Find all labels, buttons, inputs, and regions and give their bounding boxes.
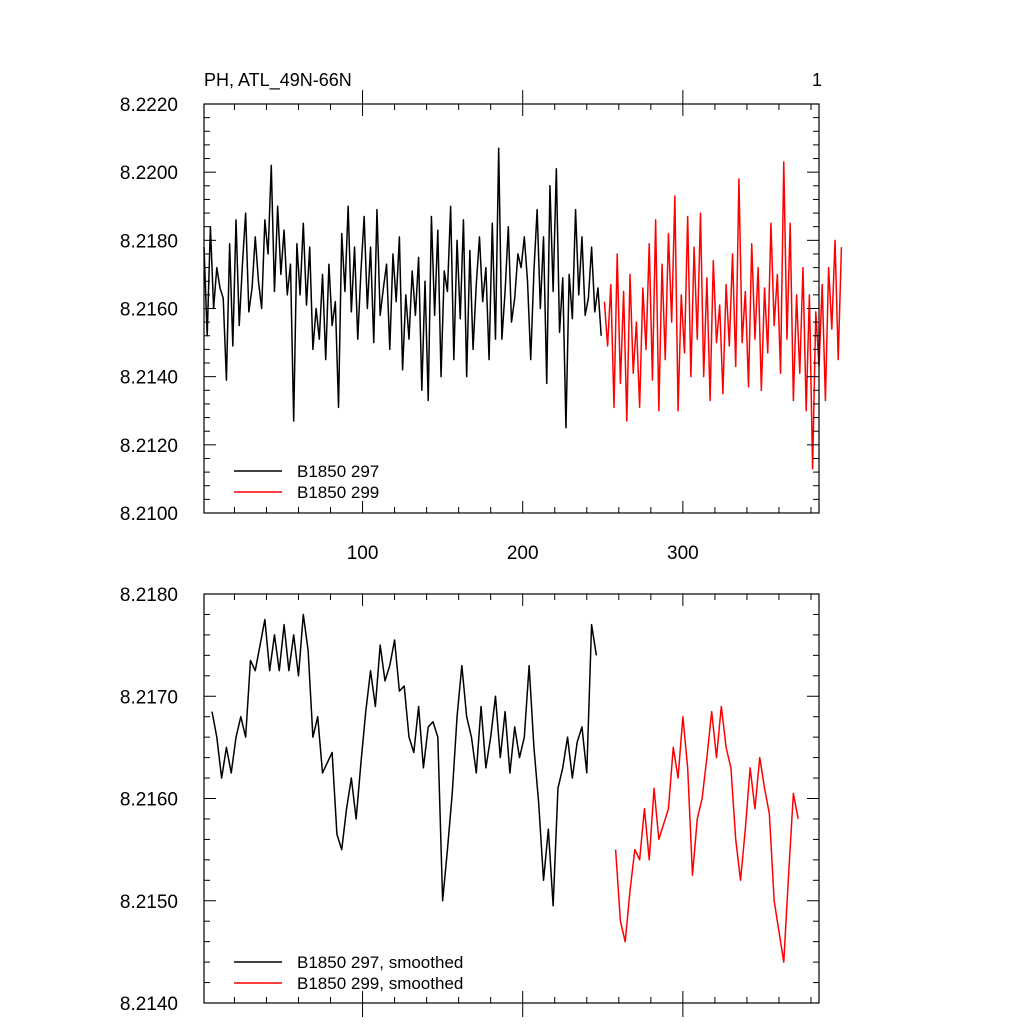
top-y-tick-label: 8.2140 (120, 368, 178, 389)
top-y-tick-label: 8.2120 (120, 436, 178, 457)
bottom-axis-ticks (204, 593, 819, 1017)
legend-label-b1850-299: B1850 299 (297, 483, 379, 502)
top-x-tick-label: 100 (347, 543, 379, 564)
top-panel: PH, ATL_49N-66N 1 8.21008.21208.21408.21… (120, 70, 843, 564)
bottom-legend: B1850 297, smoothed B1850 299, smoothed (234, 953, 463, 993)
top-y-tick-label: 8.2220 (120, 95, 178, 116)
top-y-tick-label: 8.2180 (120, 231, 178, 252)
top-x-tick-label: 200 (507, 543, 539, 564)
bottom-panel: 8.2140 8.2150 8.2160 8.2170 8.2180 B1850 297… (120, 585, 820, 1017)
top-y-axis-labels: 8.2100 8.2120 8.2140 8.2160 8.2180 8.2200 8.22… (120, 95, 178, 525)
top-y-tick-label: 8.2160 (120, 300, 178, 321)
bottom-y-axis-labels: 8.2140 8.2150 8.2160 8.2170 8.2180 (120, 585, 178, 1015)
top-legend: B1850 297 B1850 299 (234, 462, 379, 502)
bottom-plot-frame (203, 593, 820, 1004)
top-y-tick-label: 8.2100 (120, 504, 178, 525)
bottom-series-line-1 (211, 613, 598, 907)
bottom-y-tick-label: 8.2140 (120, 994, 178, 1015)
bottom-y-tick-label: 8.2160 (120, 790, 178, 811)
top-plot-area (203, 147, 843, 470)
bottom-y-tick-label: 8.2170 (120, 687, 178, 708)
top-y-tick-label: 8.2200 (120, 163, 178, 184)
legend-label-b1850-299-smoothed: B1850 299, smoothed (297, 974, 463, 993)
legend-label-b1850-297-smoothed: B1850 297, smoothed (297, 953, 463, 972)
bottom-y-tick-label: 8.2150 (120, 892, 178, 913)
top-plot-frame (203, 103, 820, 514)
bottom-y-tick-label: 8.2180 (120, 585, 178, 606)
top-series-line-1 (203, 147, 602, 429)
top-series-line-2 (603, 161, 843, 470)
bottom-series-line-2 (614, 705, 799, 963)
top-x-tick-label: 300 (667, 543, 699, 564)
top-x-axis-labels: 100 200 300 (347, 543, 699, 564)
panel-number-label: 1 (812, 70, 822, 90)
bottom-plot-area (211, 613, 799, 963)
top-panel-title: PH, ATL_49N-66N (204, 70, 352, 91)
legend-label-b1850-297: B1850 297 (297, 462, 379, 481)
